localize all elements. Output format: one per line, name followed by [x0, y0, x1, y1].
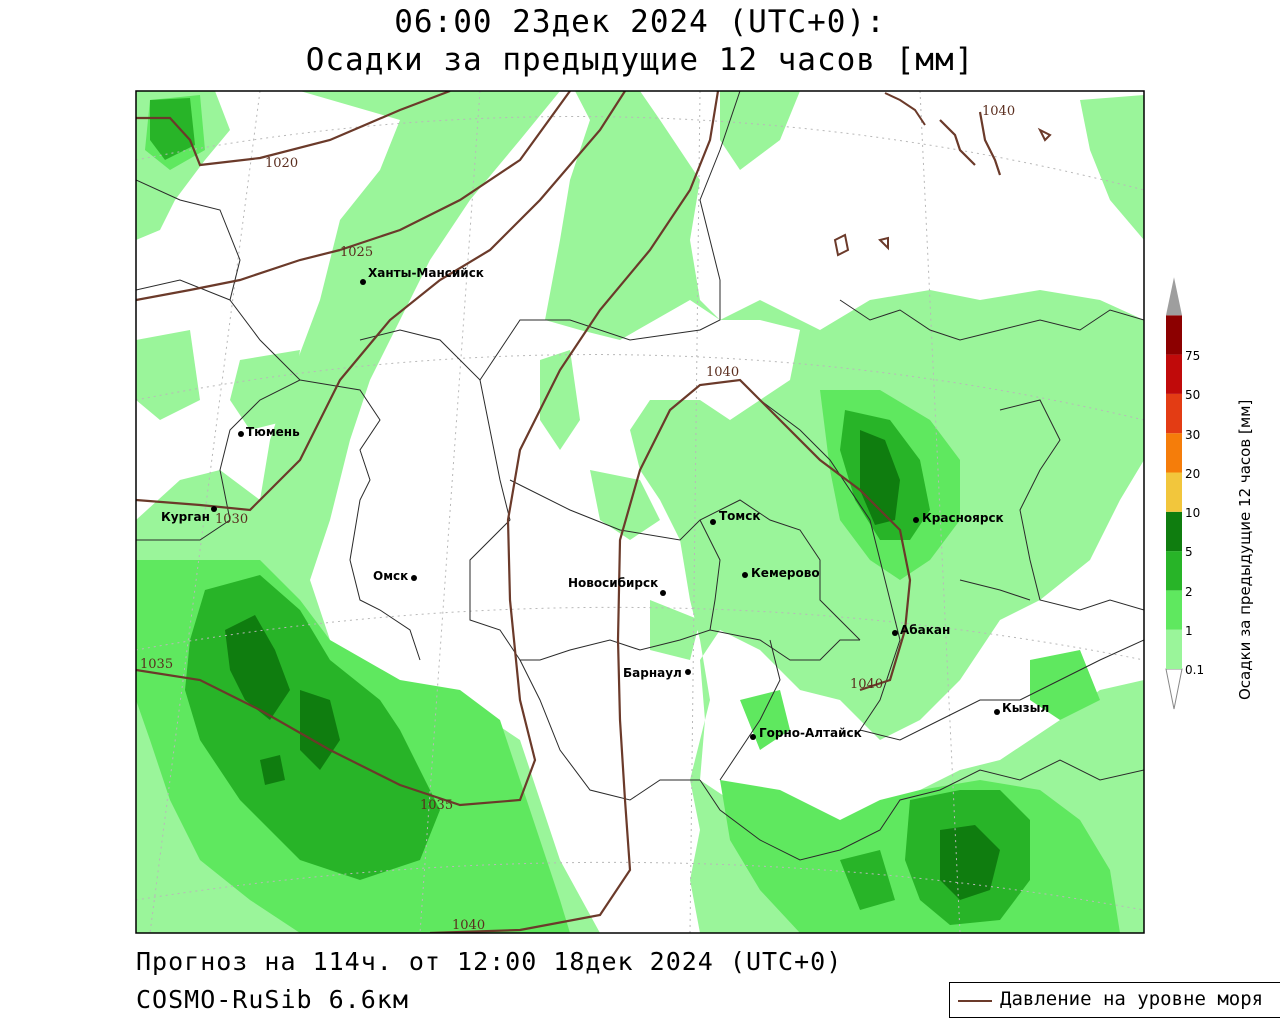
isobar-label: 1020 — [265, 156, 298, 171]
colorbar-tick-label: 10 — [1185, 506, 1200, 520]
city-marker — [685, 669, 691, 675]
city-label-novosibirsk: Новосибирск — [568, 576, 658, 590]
isobar-label: 1040 — [452, 918, 485, 933]
isobar-labels: 1020 1025 1030 1035 1035 1040 1040 1040 … — [140, 104, 1015, 933]
city-marker — [913, 517, 919, 523]
colorbar-tick-label: 30 — [1185, 428, 1200, 442]
coastline — [833, 92, 1052, 257]
city-label-kyzyl: Кызыл — [1002, 701, 1049, 715]
isobar-legend: Давление на уровне моря — [949, 982, 1280, 1018]
city-label-kurgan: Курган — [161, 510, 210, 524]
model-name: COSMO-RuSib 6.6км — [136, 985, 409, 1014]
city-marker — [710, 519, 716, 525]
isobar-label: 1035 — [140, 657, 173, 672]
isobars — [136, 91, 1002, 933]
colorbar-tick-label: 5 — [1185, 545, 1193, 559]
colorbar-cell — [1166, 551, 1182, 591]
colorbar: 0.1 1 2 5 10 20 30 50 75 — [1165, 277, 1204, 710]
colorbar-cell — [1166, 393, 1182, 434]
city-marker — [660, 590, 666, 596]
isobar-legend-line — [958, 1000, 992, 1002]
colorbar-cell — [1166, 277, 1182, 316]
graticule — [136, 91, 1144, 933]
city-marker — [994, 709, 1000, 715]
cities: Ханты-Мансийск Тюмень Курган Омск Новоси… — [161, 266, 1049, 740]
map-frame — [135, 90, 1145, 934]
city-label-barnaul: Барнаул — [623, 666, 682, 680]
city-marker — [360, 279, 366, 285]
colorbar-cell — [1166, 315, 1182, 355]
colorbar-tick-label: 1 — [1185, 624, 1193, 638]
isobar-label: 1030 — [215, 512, 248, 527]
isobar-label: 1025 — [340, 245, 373, 260]
city-label-gorno-altaysk: Горно-Алтайск — [759, 726, 862, 740]
colorbar-tick-label: 2 — [1185, 585, 1193, 599]
city-label-abakan: Абакан — [900, 623, 950, 637]
colorbar-tick-label: 20 — [1185, 467, 1200, 481]
city-label-krasnoyarsk: Красноярск — [922, 511, 1004, 525]
city-label-tyumen: Тюмень — [246, 425, 300, 439]
city-marker — [411, 575, 417, 581]
precipitation-field — [136, 91, 1144, 933]
colorbar-title: Осадки за предыдущие 12 часов [мм] — [1236, 399, 1254, 700]
colorbar-tick-label: 0.1 — [1185, 663, 1204, 677]
colorbar-cell — [1166, 590, 1182, 630]
colorbar-cell — [1166, 354, 1182, 394]
chart-title-line-2: Осадки за предыдущие 12 часов [мм] — [305, 42, 975, 78]
city-label-khanty-mansiysk: Ханты-Мансийск — [368, 266, 484, 280]
admin-borders — [136, 91, 1144, 861]
colorbar-tick-label: 50 — [1185, 388, 1200, 402]
isobar-legend-label: Давление на уровне моря — [1000, 988, 1264, 1010]
city-label-kemerovo: Кемерово — [751, 566, 820, 580]
city-marker — [211, 506, 217, 512]
chart-title-line-1: 06:00 23дек 2024 (UTC+0): — [394, 4, 886, 40]
colorbar-tick-label: 75 — [1185, 349, 1200, 363]
colorbar-cell — [1166, 472, 1182, 512]
city-marker — [238, 431, 244, 437]
colorbar-cell — [1165, 668, 1183, 710]
city-marker — [892, 630, 898, 636]
city-marker — [742, 572, 748, 578]
city-marker — [750, 734, 756, 740]
forecast-info: Прогноз на 114ч. от 12:00 18дек 2024 (UT… — [136, 947, 843, 976]
city-label-tomsk: Томск — [719, 509, 761, 523]
isobar-label: 1035 — [420, 798, 453, 813]
colorbar-cell — [1166, 629, 1182, 669]
isobar-label: 1040 — [982, 104, 1015, 119]
colorbar-cell — [1166, 433, 1182, 473]
isobar-label: 1040 — [850, 677, 883, 692]
colorbar-cell — [1166, 511, 1182, 552]
city-label-omsk: Омск — [373, 569, 408, 583]
isobar-label: 1040 — [706, 365, 739, 380]
